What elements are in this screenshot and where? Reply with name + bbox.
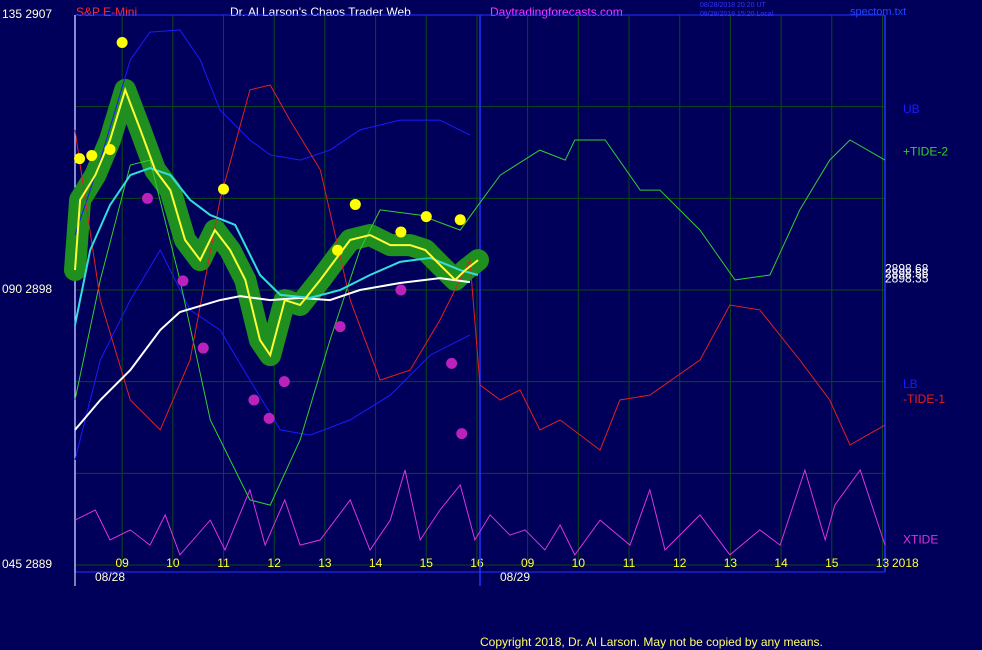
chart-title: Dr. Al Larson's Chaos Trader Web <box>230 5 411 19</box>
high-dot <box>420 211 432 223</box>
date-label: 08/28 <box>95 570 125 584</box>
x-tick-label: 15 <box>420 556 434 570</box>
x-tick-label: 14 <box>774 556 788 570</box>
x-tick-label: 10 <box>572 556 586 570</box>
legend-label: XTIDE <box>903 533 938 547</box>
low-dot <box>177 275 189 287</box>
price-label: 2898.68 <box>885 261 929 275</box>
site: Daytradingforecasts.com <box>490 5 623 19</box>
high-dot <box>116 37 128 48</box>
series-line <box>74 139 886 506</box>
legend-label: +TIDE-2 <box>903 145 948 159</box>
high-dot <box>104 143 116 155</box>
file-name: spectom.txt <box>850 6 906 18</box>
series-line <box>74 167 479 326</box>
high-dot <box>349 198 361 210</box>
high-dot <box>218 183 230 195</box>
y-tick-label: 090 2898 <box>2 282 52 296</box>
high-dot <box>454 214 466 226</box>
x-tick-label: 11 <box>217 556 230 570</box>
x-tick-label: 16 <box>470 556 484 570</box>
high-dot <box>86 150 98 162</box>
x-tick-label: 10 <box>166 556 180 570</box>
x-tick-label: 12 <box>268 556 282 570</box>
symbol: S&P E-Mini <box>76 5 137 19</box>
low-dot <box>456 428 468 440</box>
series-line <box>74 84 886 451</box>
x-tick-label: 15 <box>825 556 839 570</box>
series-line <box>74 468 886 556</box>
high-dot <box>332 244 344 256</box>
legend-label: UB <box>903 102 920 116</box>
x-tick-label: 09 <box>521 556 535 570</box>
high-dot <box>395 226 407 238</box>
time-local: 08/28/2018 15:20 Local <box>700 11 774 18</box>
price-label: 2898.56 <box>885 266 929 280</box>
series-line <box>74 86 479 358</box>
x-tick-label: 14 <box>369 556 383 570</box>
low-dot <box>278 376 290 388</box>
series-line <box>74 277 471 431</box>
series-line <box>74 248 471 461</box>
copyright: Copyright 2018, Dr. Al Larson. May not b… <box>480 635 823 649</box>
low-dot <box>334 321 346 333</box>
y-tick-label: 135 2907 <box>2 7 52 21</box>
x-tick-label: 13 <box>318 556 332 570</box>
series-line <box>74 29 471 236</box>
low-dot <box>197 342 209 354</box>
low-dot <box>263 412 275 424</box>
x-tick-label: 09 <box>115 556 129 570</box>
high-dot <box>74 153 86 165</box>
low-dot <box>141 192 153 204</box>
time-ut: 08/28/2018 20:20 UT <box>700 2 766 9</box>
low-dot <box>248 394 260 406</box>
low-dot <box>395 284 407 296</box>
legend-label: -TIDE-1 <box>903 392 945 406</box>
x-tick-label: 13 <box>724 556 738 570</box>
x-tick-label: 13 <box>876 556 890 570</box>
year-label: 2018 <box>892 556 919 570</box>
legend-label: LB <box>903 377 918 391</box>
y-tick-label: 045 2889 <box>2 557 52 571</box>
price-label: 2898.35 <box>885 271 929 285</box>
x-tick-label: 11 <box>623 556 636 570</box>
low-dot <box>446 357 458 369</box>
date-label: 08/29 <box>500 570 530 584</box>
x-tick-label: 12 <box>673 556 687 570</box>
